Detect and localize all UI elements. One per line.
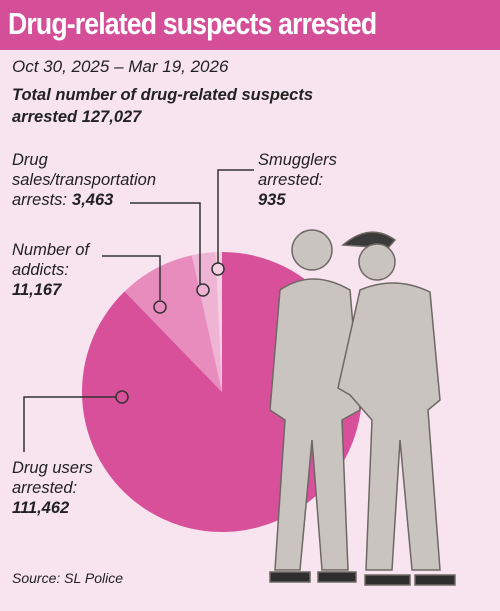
leader-line xyxy=(217,169,254,263)
value-label: 11,167 xyxy=(12,281,62,299)
pie-slice xyxy=(215,252,222,392)
slice-label: Drug users arrested: 111,462 xyxy=(12,458,122,518)
category-label: Smugglers arrested: xyxy=(258,151,337,189)
slice-label: Drug sales/transportation arrests: 3,463 xyxy=(12,150,192,210)
value-label: 935 xyxy=(258,191,286,209)
subtitle: Total number of drug-related suspects ar… xyxy=(12,86,314,126)
leader-dot xyxy=(211,262,225,276)
date-range: Oct 30, 2025 – Mar 19, 2026 xyxy=(12,57,229,76)
source: Source: SL Police xyxy=(12,570,124,586)
leader-dot xyxy=(153,300,167,314)
leader-lines xyxy=(23,169,254,452)
figure-body xyxy=(269,278,361,571)
category-label: Number of addicts: xyxy=(12,241,90,279)
category-label: Drug users arrested: xyxy=(12,459,93,497)
figure-body xyxy=(337,282,441,571)
illustration xyxy=(269,229,456,586)
category-label: Drug sales/transportation arrests: xyxy=(12,151,156,209)
value-label: 111,462 xyxy=(12,499,70,517)
figure-head xyxy=(358,243,396,281)
leader-line xyxy=(130,202,201,284)
slice-label: Smugglers arrested: 935 xyxy=(258,150,368,210)
leader-dot xyxy=(196,283,210,297)
figure-shoes xyxy=(269,571,456,586)
header-band xyxy=(0,0,500,50)
figure-head xyxy=(291,229,333,271)
value-label: 3,463 xyxy=(72,191,114,209)
leader-dot xyxy=(115,390,129,404)
leader-line xyxy=(102,255,161,300)
leader-line xyxy=(23,396,116,452)
slice-label: Number of addicts: 11,167 xyxy=(12,240,112,300)
chart-title: Drug-related suspects arrested xyxy=(8,6,377,41)
